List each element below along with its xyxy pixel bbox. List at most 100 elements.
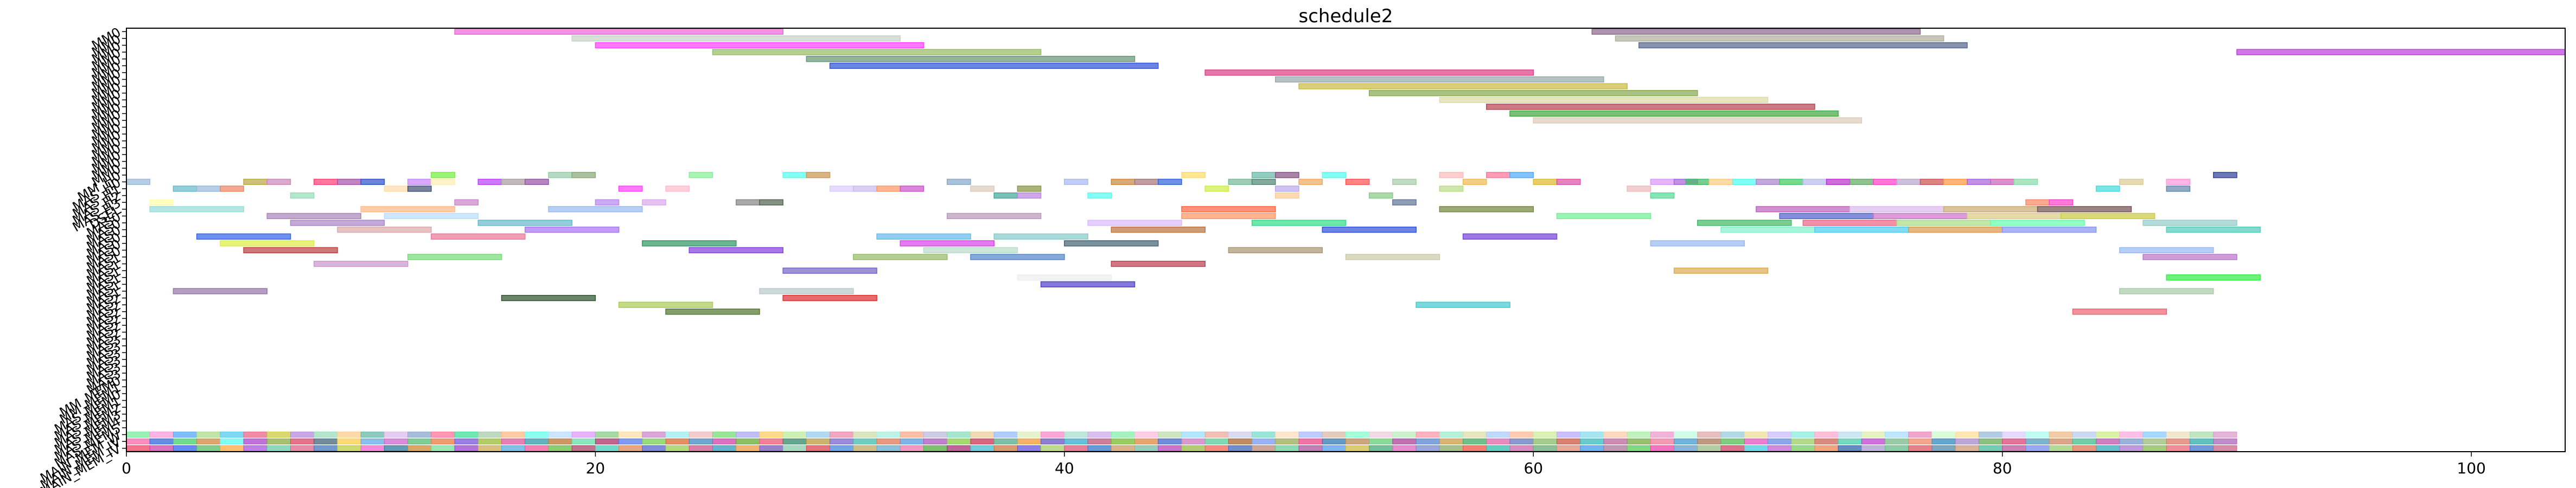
mem-iv-block xyxy=(688,445,713,452)
mem-w-block xyxy=(1369,432,1393,438)
mem-iv-block xyxy=(1228,438,1253,445)
task-bar xyxy=(1368,90,1698,97)
mem-w-block xyxy=(1814,432,1839,438)
task-bar xyxy=(2001,226,2097,233)
task-bar xyxy=(946,213,1042,220)
mem-iv-block xyxy=(337,445,361,452)
mem-iv-block xyxy=(1979,438,2003,445)
task-bar xyxy=(1486,172,1510,178)
mem-iv-block xyxy=(1181,438,1206,445)
mem-iv-block xyxy=(830,438,854,445)
mem-w-block xyxy=(407,432,432,438)
mem-iv-block xyxy=(1720,445,1745,452)
task-bar xyxy=(1087,220,1182,226)
mem-iv-block xyxy=(1041,438,1065,445)
mem-iv-block xyxy=(1228,445,1253,452)
mem-w-block xyxy=(619,432,643,438)
mem-w-block xyxy=(149,432,174,438)
mem-iv-block xyxy=(1346,438,1370,445)
mem-iv-block xyxy=(384,438,409,445)
mem-iv-block xyxy=(126,445,150,452)
task-bar xyxy=(431,172,455,178)
task-bar xyxy=(2013,178,2038,185)
mem-w-block xyxy=(1955,432,1980,438)
mem-iv-block xyxy=(712,438,737,445)
task-bar xyxy=(266,213,361,220)
mem-iv-block xyxy=(290,445,315,452)
task-bar xyxy=(1509,172,1534,178)
mem-iv-block xyxy=(1158,445,1182,452)
mem-w-block xyxy=(1580,432,1604,438)
task-bar xyxy=(1486,104,1815,110)
task-bar xyxy=(1275,76,1604,83)
mem-iv-block xyxy=(337,438,361,445)
x-tick-label: 0 xyxy=(122,459,131,477)
task-bar xyxy=(1298,83,1628,89)
mem-iv-block xyxy=(1041,445,1065,452)
mem-iv-block xyxy=(900,445,924,452)
task-bar xyxy=(1685,178,1710,185)
mem-iv-block xyxy=(1463,438,1487,445)
mem-iv-block xyxy=(923,438,948,445)
task-bar xyxy=(688,172,713,178)
task-bar xyxy=(1814,226,1909,233)
task-bar xyxy=(970,185,994,192)
task-bar xyxy=(454,28,783,35)
mem-w-block xyxy=(1908,432,1933,438)
mem-iv-block xyxy=(595,445,620,452)
mem-iv-block xyxy=(525,445,549,452)
mem-iv-block xyxy=(477,438,502,445)
mem-iv-block xyxy=(571,445,596,452)
mem-iv-block xyxy=(220,438,244,445)
mem-iv-block xyxy=(595,438,620,445)
mem-w-block xyxy=(806,432,831,438)
mem-iv-block xyxy=(1885,438,1909,445)
task-bar xyxy=(618,301,713,308)
mem-iv-block xyxy=(876,445,901,452)
task-bar xyxy=(525,226,620,233)
mem-iv-block xyxy=(782,438,807,445)
mem-iv-block xyxy=(1955,438,1980,445)
mem-w-block xyxy=(1533,432,1558,438)
mem-w-block xyxy=(2166,432,2190,438)
task-bar xyxy=(1802,178,1827,185)
mem-iv-block xyxy=(1158,438,1182,445)
mem-w-block xyxy=(126,432,150,438)
task-bar xyxy=(1509,110,1839,117)
mem-w-block xyxy=(782,432,807,438)
mem-iv-block xyxy=(1134,438,1159,445)
task-bar xyxy=(1439,185,1464,192)
mem-w-block xyxy=(571,432,596,438)
task-bar xyxy=(1462,178,1487,185)
mem-iv-block xyxy=(1979,445,2003,452)
mem-w-block xyxy=(1346,432,1370,438)
mem-w-block xyxy=(196,432,221,438)
mem-iv-block xyxy=(1838,438,1862,445)
task-bar xyxy=(548,172,572,178)
mem-w-block xyxy=(220,432,244,438)
mem-w-block xyxy=(2049,432,2073,438)
task-bar xyxy=(1111,178,1136,185)
mem-w-block xyxy=(1087,432,1112,438)
plot-frame xyxy=(126,28,2566,452)
mem-w-block xyxy=(830,432,854,438)
task-bar xyxy=(1181,206,1276,213)
task-bar xyxy=(900,185,924,192)
mem-iv-block xyxy=(642,445,666,452)
task-bar xyxy=(431,233,526,240)
mem-w-block xyxy=(1298,432,1323,438)
mem-iv-block xyxy=(1322,445,1347,452)
mem-iv-block xyxy=(2213,445,2237,452)
mem-iv-block xyxy=(196,438,221,445)
task-bar xyxy=(196,185,221,192)
mem-w-block xyxy=(1463,432,1487,438)
mem-iv-block xyxy=(243,438,267,445)
task-bar xyxy=(1826,178,1851,185)
task-bar xyxy=(1345,254,1440,260)
mem-iv-block xyxy=(1392,445,1417,452)
mem-iv-block xyxy=(1838,445,1862,452)
mem-iv-block xyxy=(243,445,267,452)
task-bar xyxy=(1228,247,1323,254)
mem-iv-block xyxy=(173,445,197,452)
mem-iv-block xyxy=(993,445,1018,452)
